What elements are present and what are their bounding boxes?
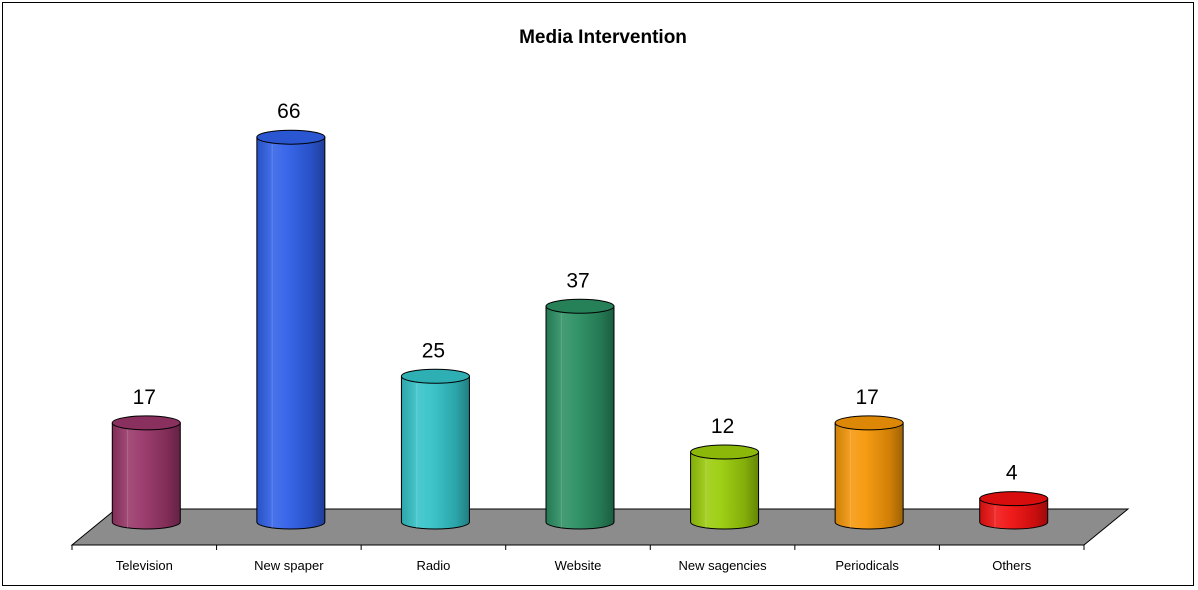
value-labels: 17 66 25 37 12 17 4 xyxy=(133,100,1018,484)
bar-body-others xyxy=(979,498,1049,530)
category-label-new-spaper: New spaper xyxy=(254,558,324,573)
bar-body-new-spaper xyxy=(256,136,326,530)
bar-television xyxy=(111,415,181,530)
value-label-periodicals: 17 xyxy=(855,386,878,409)
bar-radio xyxy=(400,368,470,530)
value-label-new-sagencies: 12 xyxy=(711,415,734,438)
bar-new-spaper xyxy=(256,129,326,530)
x-axis: Television New spaper Radio Website New sage… xyxy=(71,544,1085,573)
bar-top-new-spaper xyxy=(256,129,326,145)
bar-top-television xyxy=(111,415,181,431)
bar-new-sagencies xyxy=(690,444,760,530)
bar-top-others xyxy=(979,491,1049,507)
bar-periodicals xyxy=(834,415,904,530)
value-label-website: 37 xyxy=(566,269,589,292)
value-label-new-spaper: 66 xyxy=(277,100,300,123)
bar-body-television xyxy=(111,422,181,530)
category-label-television: Television xyxy=(116,558,173,573)
bar-top-radio xyxy=(400,368,470,384)
category-label-others: Others xyxy=(992,558,1032,573)
bar-chart: Media Intervention Television New spaper R… xyxy=(70,27,1130,573)
bar-body-radio xyxy=(400,375,470,530)
bar-body-periodicals xyxy=(834,422,904,530)
bar-top-website xyxy=(545,298,615,314)
bars-group xyxy=(111,129,1049,530)
bar-others xyxy=(979,491,1049,530)
value-label-radio: 25 xyxy=(422,339,445,362)
value-label-television: 17 xyxy=(133,386,156,409)
category-label-radio: Radio xyxy=(416,558,450,573)
bar-body-new-sagencies xyxy=(690,451,760,530)
value-label-others: 4 xyxy=(1006,462,1018,485)
category-label-website: Website xyxy=(555,558,602,573)
bar-body-website xyxy=(545,305,615,530)
category-label-new-sagencies: New sagencies xyxy=(678,558,767,573)
bar-top-new-sagencies xyxy=(690,444,760,460)
category-label-periodicals: Periodicals xyxy=(835,558,899,573)
chart-title: Media Intervention xyxy=(519,27,687,48)
bar-website xyxy=(545,298,615,530)
bar-top-periodicals xyxy=(834,415,904,431)
